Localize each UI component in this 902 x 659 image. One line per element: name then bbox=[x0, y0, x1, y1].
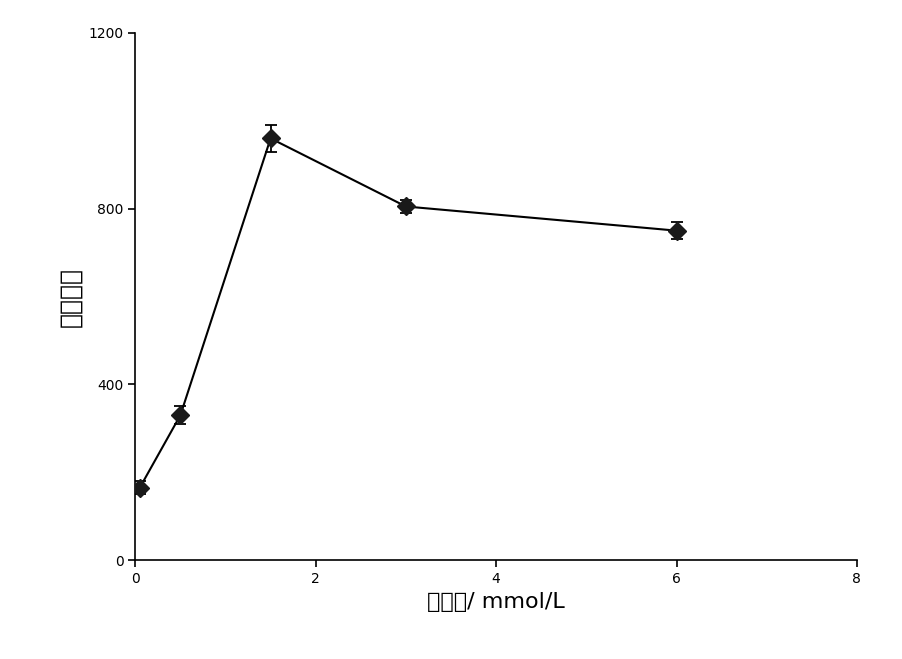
Y-axis label: 发光强度: 发光强度 bbox=[59, 266, 83, 327]
X-axis label: 盐浓度/ mmol/L: 盐浓度/ mmol/L bbox=[428, 592, 565, 612]
